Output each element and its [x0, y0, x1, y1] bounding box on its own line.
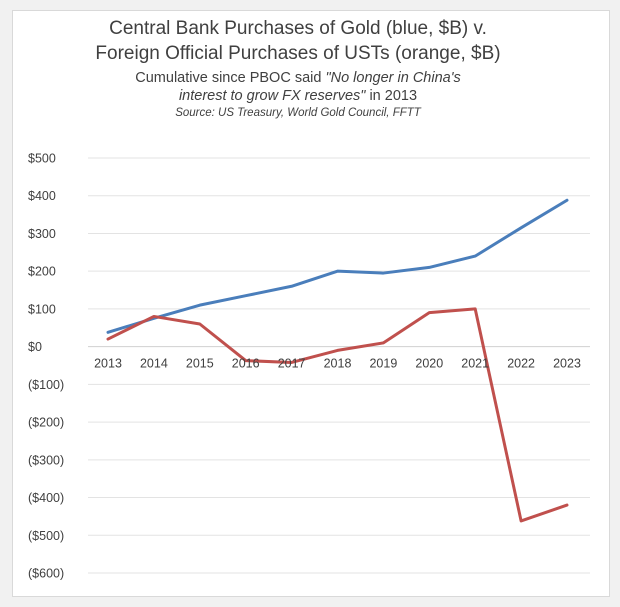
x-tick-label: 2016 — [232, 357, 260, 371]
x-tick-label: 2022 — [507, 357, 535, 371]
x-tick-label: 2019 — [369, 357, 397, 371]
chart-source: Source: US Treasury, World Gold Council,… — [175, 107, 421, 119]
gold-purchases-line — [106, 198, 569, 334]
y-tick-label: $500 — [28, 152, 56, 166]
y-tick-label: ($400) — [28, 491, 64, 505]
x-tick-label: 2014 — [140, 357, 168, 371]
chart-title-line-2: Foreign Official Purchases of USTs (oran… — [95, 43, 501, 64]
x-tick-label: 2020 — [415, 357, 443, 371]
chart-title-line-1: Central Bank Purchases of Gold (blue, $B… — [109, 18, 487, 39]
y-tick-label: $200 — [28, 265, 56, 279]
x-tick-label: 2015 — [186, 357, 214, 371]
x-tick-label: 2018 — [324, 357, 352, 371]
y-tick-label: $0 — [28, 340, 42, 354]
subtitle-italic-2: interest to grow FX reserves" — [178, 88, 366, 104]
y-tick-label: ($100) — [28, 378, 64, 392]
y-tick-label: ($600) — [28, 567, 64, 581]
subtitle-italic-1: "No longer in China's — [325, 70, 461, 86]
x-tick-label: 2023 — [553, 357, 581, 371]
y-tick-label: ($500) — [28, 529, 64, 543]
x-tick-label: 2013 — [94, 357, 122, 371]
y-tick-label: $400 — [28, 189, 56, 203]
subtitle-plain-1: Cumulative since PBOC said — [135, 70, 326, 86]
x-tick-label: 2017 — [278, 357, 306, 371]
y-tick-label: ($300) — [28, 453, 64, 467]
ust-purchases-line — [106, 307, 569, 523]
chart-card — [12, 10, 610, 597]
subtitle-plain-2: in 2013 — [365, 88, 418, 104]
y-tick-label: ($200) — [28, 416, 64, 430]
x-tick-label: 2021 — [461, 357, 489, 371]
chart-subtitle-line-2: interest to grow FX reserves" in 2013 — [0, 88, 596, 104]
chart-subtitle-line-1: Cumulative since PBOC said "No longer in… — [0, 70, 596, 86]
y-tick-label: $100 — [28, 302, 56, 316]
y-tick-label: $300 — [28, 227, 56, 241]
